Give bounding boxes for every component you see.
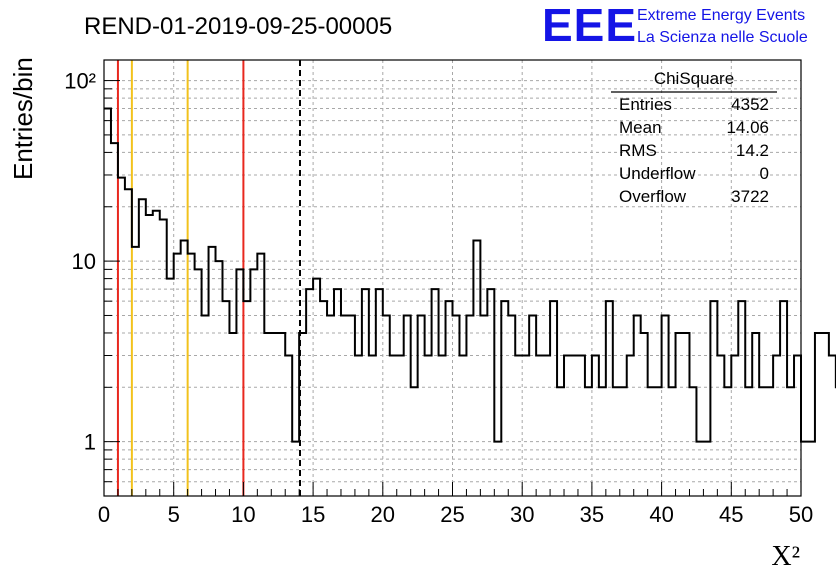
stats-value-rms: 14.2 <box>736 141 769 160</box>
logo-line-1: Extreme Energy Events <box>637 7 805 24</box>
y-tick-label: 1 <box>84 430 96 455</box>
x-tick-label: 15 <box>301 502 325 527</box>
stats-box: ChiSquare Entries 4352 Mean 14.06 RMS 14… <box>611 69 777 206</box>
x-tick-label: 35 <box>580 502 604 527</box>
stats-label-entries: Entries <box>619 95 672 114</box>
y-tick-label: 10 <box>72 249 96 274</box>
y-axis-label: Entries/bin <box>8 57 38 180</box>
eee-logo: EEE Extreme Energy Events La Scienza nel… <box>542 0 808 51</box>
stats-value-underflow: 0 <box>760 164 769 183</box>
x-tick-label: 45 <box>719 502 743 527</box>
stats-label-overflow: Overflow <box>619 187 687 206</box>
x-tick-label: 5 <box>168 502 180 527</box>
reference-lines <box>116 60 301 496</box>
stats-label-mean: Mean <box>619 118 662 137</box>
stats-title: ChiSquare <box>654 69 734 88</box>
logo-line-2: La Scienza nelle Scuole <box>637 29 808 46</box>
chart-title: REND-01-2019-09-25-00005 <box>84 13 392 40</box>
y-tick-label: 10² <box>64 69 96 94</box>
eee-logo-text: EEE <box>542 0 637 51</box>
x-tick-label: 30 <box>510 502 534 527</box>
stats-value-entries: 4352 <box>731 95 769 114</box>
stats-value-mean: 14.06 <box>726 118 769 137</box>
x-tick-label: 0 <box>98 502 110 527</box>
x-tick-label: 10 <box>231 502 255 527</box>
x-tick-label: 20 <box>371 502 395 527</box>
x-tick-label: 50 <box>789 502 813 527</box>
axes: 0 5 10 15 20 25 30 35 40 45 50 1 10 10² <box>64 69 813 527</box>
stats-label-underflow: Underflow <box>619 164 696 183</box>
stats-label-rms: RMS <box>619 141 657 160</box>
x-tick-label: 25 <box>440 502 464 527</box>
histogram-line <box>104 107 836 443</box>
x-tick-label: 40 <box>649 502 673 527</box>
stats-value-overflow: 3722 <box>731 187 769 206</box>
x-axis-label: X² <box>771 541 800 572</box>
